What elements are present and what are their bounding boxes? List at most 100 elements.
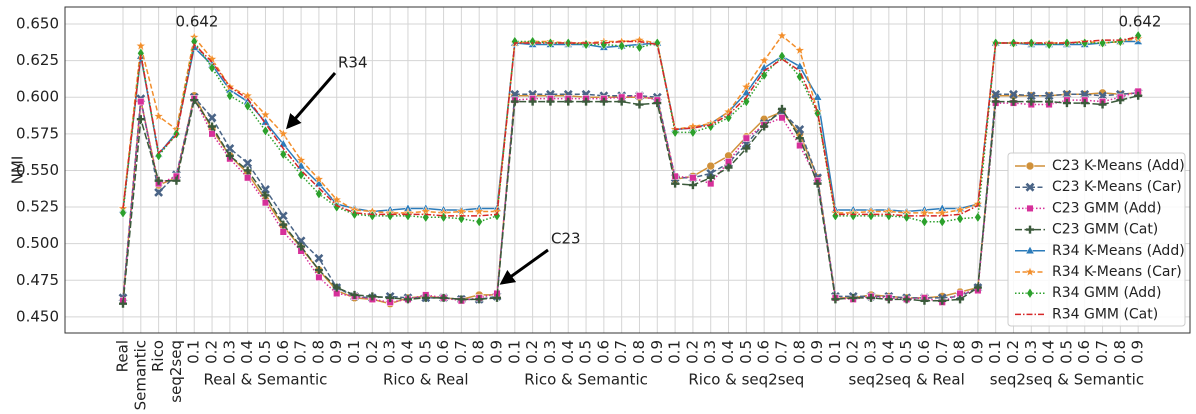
x-tick-label: 0.7 <box>292 340 310 364</box>
marker <box>332 283 341 292</box>
marker <box>457 295 466 304</box>
x-tick-label: 0.4 <box>719 340 737 364</box>
legend-label: C23 GMM (Add) <box>1052 200 1162 216</box>
marker <box>474 206 485 216</box>
marker <box>795 125 805 134</box>
legend-label: C23 K-Means (Add) <box>1052 158 1185 174</box>
x-tick-label: Semantic <box>131 340 149 410</box>
marker <box>991 89 1001 99</box>
marker <box>208 130 216 138</box>
marker <box>1025 161 1035 171</box>
marker <box>1009 97 1018 106</box>
marker <box>635 100 644 109</box>
marker <box>421 293 430 302</box>
marker <box>778 114 786 122</box>
marker <box>1062 99 1071 108</box>
marker <box>457 213 465 225</box>
marker <box>243 166 252 175</box>
marker <box>119 207 127 219</box>
x-tick-label: 0.3 <box>220 340 238 364</box>
marker <box>1134 30 1142 42</box>
marker <box>813 179 822 188</box>
marker <box>153 110 164 121</box>
x-tick-label: 0.2 <box>523 340 541 364</box>
marker <box>1026 225 1034 234</box>
x-tick-label: 0.9 <box>808 340 826 364</box>
marker <box>1098 37 1107 49</box>
annotation: C23 <box>551 230 581 248</box>
x-tick-label: 0.5 <box>737 340 755 364</box>
marker <box>278 211 288 221</box>
marker <box>295 154 307 165</box>
marker <box>1045 97 1054 106</box>
marker <box>1027 97 1036 106</box>
x-tick-label: 0.3 <box>862 340 880 364</box>
marker <box>1063 37 1071 49</box>
x-tick-label: 0.5 <box>1057 340 1075 364</box>
y-axis-label: NMI <box>9 156 27 185</box>
x-tick-label: 0.7 <box>772 340 790 364</box>
marker <box>938 216 946 228</box>
x-tick-label: 0.5 <box>416 340 434 364</box>
marker <box>937 207 948 218</box>
marker <box>207 113 217 123</box>
marker <box>242 90 253 101</box>
x-tick-label: 0.2 <box>683 340 701 364</box>
marker <box>991 97 1000 106</box>
marker <box>1116 96 1125 105</box>
marker <box>1025 182 1035 192</box>
marker <box>776 30 788 41</box>
x-tick-label: 0.1 <box>666 340 684 364</box>
marker <box>475 216 483 228</box>
marker <box>1009 89 1018 99</box>
marker <box>155 150 163 162</box>
legend-label: R34 K-Means (Add) <box>1052 243 1185 259</box>
marker <box>582 39 590 50</box>
marker <box>278 128 289 139</box>
marker <box>279 228 287 236</box>
x-tick-label: 0.4 <box>559 340 577 364</box>
marker <box>1025 245 1035 255</box>
marker <box>261 185 270 194</box>
marker <box>564 97 573 106</box>
marker <box>742 134 750 142</box>
group-label: Rico & seq2seq <box>688 371 804 389</box>
marker <box>919 207 930 218</box>
series-line <box>122 95 1139 304</box>
marker <box>261 125 270 137</box>
marker <box>1045 39 1053 50</box>
marker <box>724 112 733 124</box>
marker <box>902 295 911 304</box>
group-label: seq2seq & Real <box>849 371 965 389</box>
annotation-arrow <box>286 72 337 130</box>
x-tick-label: 0.7 <box>933 340 951 364</box>
x-tick-label: 0.8 <box>790 340 808 364</box>
x-tick-label: 0.8 <box>470 340 488 364</box>
marker <box>689 174 697 182</box>
marker <box>973 283 982 292</box>
marker <box>1098 100 1107 109</box>
group-label: Real & Semantic <box>204 371 328 389</box>
marker <box>475 295 484 304</box>
marker <box>528 97 537 106</box>
x-tick-label: Rico <box>149 340 167 372</box>
marker <box>493 293 502 302</box>
marker <box>1026 287 1034 299</box>
marker <box>137 98 145 106</box>
series-line <box>122 34 1139 214</box>
x-tick-label: 0.4 <box>1040 340 1058 364</box>
marker <box>208 62 216 74</box>
marker <box>297 242 306 251</box>
group-label: Rico & Semantic <box>524 371 648 389</box>
marker <box>617 97 626 106</box>
marker <box>546 97 555 106</box>
y-tick-label: 0.625 <box>16 51 59 69</box>
marker <box>794 44 805 55</box>
marker <box>1134 91 1143 100</box>
marker <box>671 179 680 188</box>
x-tick-label: 0.6 <box>755 340 773 364</box>
marker <box>706 173 715 182</box>
x-tick-label: 0.6 <box>434 340 452 364</box>
x-tick-label: 0.5 <box>897 340 915 364</box>
x-tick-label: 0.6 <box>594 340 612 364</box>
